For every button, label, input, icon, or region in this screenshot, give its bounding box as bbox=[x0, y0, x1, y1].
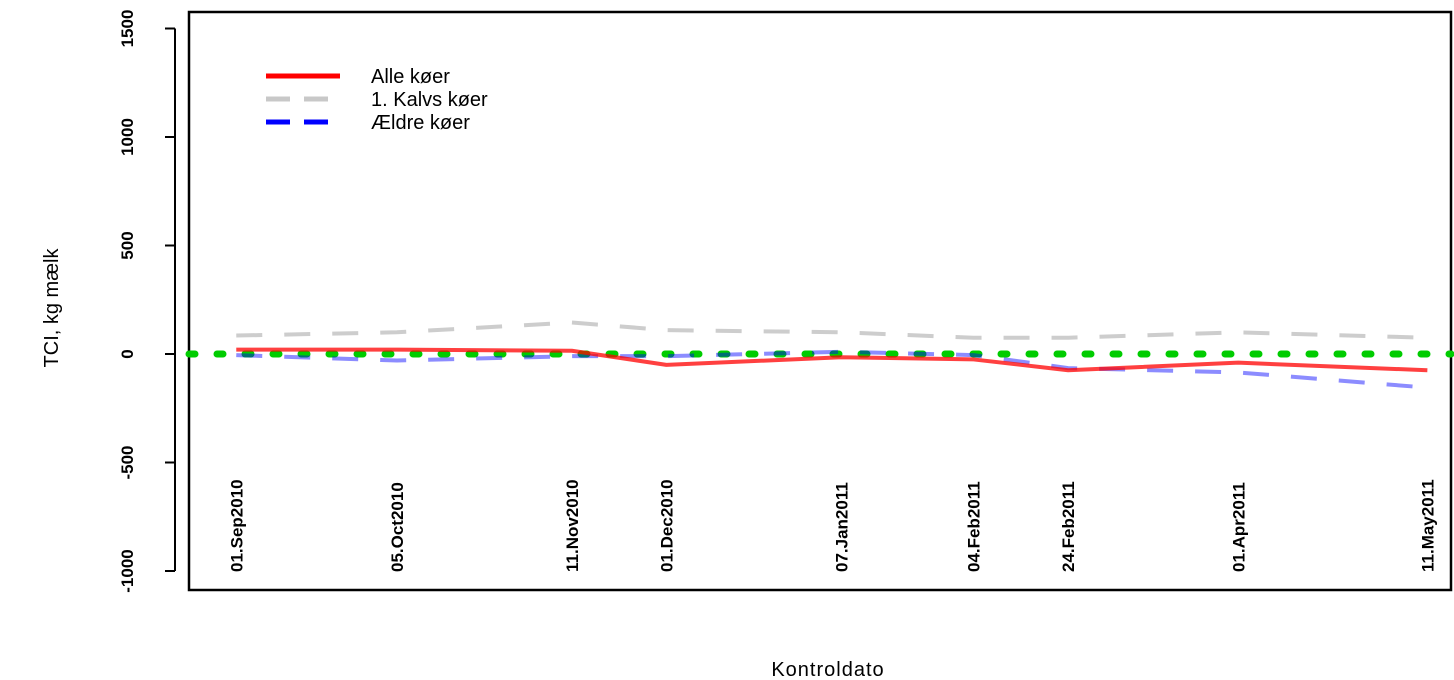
y-axis-title: TCI, kg mælk bbox=[41, 248, 63, 368]
x-tick-label: 11.Nov2010 bbox=[563, 479, 582, 572]
y-tick-label: 500 bbox=[118, 231, 137, 259]
x-axis-title: Kontroldato bbox=[771, 659, 884, 680]
x-tick-label: 24.Feb2011 bbox=[1059, 481, 1078, 572]
legend-label-1: Alle køer bbox=[371, 66, 450, 88]
y-axis: -1000 -500 0 500 1000 1500 bbox=[118, 10, 176, 593]
y-tick-label: 1500 bbox=[118, 10, 137, 48]
x-tick-label: 01.Sep2010 bbox=[227, 479, 246, 572]
x-tick-label: 01.Dec2010 bbox=[657, 479, 676, 572]
legend-label-3: Ældre køer bbox=[371, 112, 470, 134]
x-tick-labels: 01.Sep2010 05.Oct2010 11.Nov2010 01.Dec2010… bbox=[227, 479, 1437, 572]
series-line-1 bbox=[236, 347, 1428, 373]
plot-frame bbox=[187, 10, 1453, 592]
x-tick-label: 01.Apr2011 bbox=[1229, 482, 1248, 572]
legend-label-2: 1. Kalvs køer bbox=[371, 89, 488, 111]
x-tick-label: 11.May2011 bbox=[1418, 479, 1437, 572]
x-tick-label: 05.Oct2010 bbox=[388, 482, 407, 572]
y-tick-label: -1000 bbox=[118, 549, 137, 592]
series-line-2 bbox=[236, 320, 1428, 340]
y-tick-label: 0 bbox=[118, 349, 137, 358]
x-tick-label: 07.Jan2011 bbox=[832, 482, 851, 572]
x-tick-label: 04.Feb2011 bbox=[965, 481, 984, 572]
series-layer bbox=[236, 320, 1428, 390]
y-tick-label: -500 bbox=[118, 445, 137, 479]
y-tick-label: 1000 bbox=[118, 118, 137, 156]
